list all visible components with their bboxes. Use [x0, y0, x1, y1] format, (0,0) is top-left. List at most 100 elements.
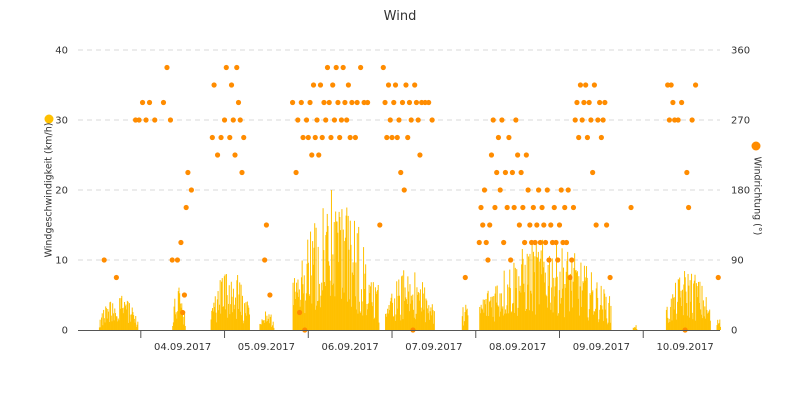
speed-bar	[234, 304, 236, 330]
speed-bar	[562, 267, 564, 330]
direction-point	[692, 82, 699, 88]
speed-bar	[604, 293, 606, 330]
speed-bar	[499, 293, 501, 330]
direction-point	[595, 117, 601, 123]
x-axis-ticks: 04.09.2017 05.09.2017 06.09.2017 07.09.2017…	[140, 330, 714, 353]
speed-bar	[536, 256, 538, 330]
speed-bar	[606, 324, 608, 330]
speed-bar	[342, 229, 344, 330]
speed-bar	[349, 299, 351, 330]
speed-bar	[500, 311, 502, 330]
speed-bar	[126, 300, 128, 330]
speed-bar	[300, 277, 302, 330]
speed-bar	[634, 327, 636, 330]
speed-bar	[308, 294, 310, 330]
speed-bar	[514, 267, 516, 330]
direction-point	[209, 134, 215, 141]
direction-point	[462, 274, 468, 281]
speed-bar	[231, 296, 233, 330]
x-tick-label: 05.09.2017	[238, 342, 295, 353]
direction-point	[335, 99, 341, 106]
direction-point	[338, 117, 345, 123]
speed-bar	[324, 286, 326, 330]
speed-bar	[364, 273, 366, 330]
speed-bar	[354, 296, 356, 330]
speed-bar	[296, 282, 298, 330]
direction-point	[309, 152, 315, 158]
speed-bar	[481, 308, 483, 330]
speed-bar	[544, 272, 546, 330]
grid-lines	[78, 49, 720, 261]
direction-point	[504, 204, 510, 211]
speed-bar	[564, 283, 566, 330]
speed-bar	[103, 318, 105, 330]
speed-bar	[510, 312, 512, 330]
speed-bar	[365, 315, 367, 330]
direction-point	[542, 239, 549, 246]
speed-bar	[212, 311, 214, 330]
direction-point	[305, 134, 311, 141]
speed-bar	[262, 320, 264, 330]
speed-bar	[463, 325, 465, 330]
speed-bar	[465, 310, 467, 330]
speed-bar	[131, 314, 133, 330]
speed-bar	[668, 318, 670, 330]
speed-bar	[539, 258, 541, 330]
speed-bar	[310, 231, 312, 330]
direction-point	[586, 99, 592, 106]
speed-bar	[326, 213, 328, 330]
direction-point	[569, 257, 575, 263]
speed-bar	[326, 231, 328, 330]
direction-point	[518, 169, 524, 176]
speed-bar	[466, 308, 468, 330]
speed-bar	[368, 284, 370, 330]
speed-bar	[586, 277, 588, 330]
speed-bar	[532, 251, 534, 330]
speed-bar	[293, 278, 295, 330]
speed-bar	[410, 295, 412, 330]
speed-bar	[376, 294, 378, 330]
speed-bar	[232, 312, 234, 330]
speed-bar	[692, 319, 694, 330]
speed-bar	[360, 313, 362, 330]
speed-bar	[328, 261, 330, 330]
speed-bar	[590, 272, 592, 330]
speed-bar	[304, 313, 306, 330]
speed-bar	[719, 319, 721, 330]
speed-bar	[393, 315, 395, 330]
speed-bar	[260, 324, 262, 330]
speed-bar	[498, 316, 500, 330]
speed-bar	[586, 266, 588, 330]
speed-bar	[410, 303, 412, 330]
speed-bar	[705, 318, 706, 330]
speed-bar	[353, 274, 355, 330]
speed-bar	[357, 313, 359, 330]
speed-bar	[225, 274, 227, 330]
speed-bar	[505, 309, 507, 330]
speed-bar	[526, 253, 528, 330]
speed-bar	[694, 274, 696, 330]
speed-bar	[545, 294, 547, 330]
speed-bar	[394, 298, 396, 330]
speed-bar	[609, 296, 611, 330]
direction-point	[337, 134, 343, 141]
speed-bar	[101, 317, 103, 330]
speed-bar	[331, 285, 333, 330]
direction-point	[289, 99, 296, 106]
speed-bar	[521, 264, 523, 330]
direction-point	[181, 292, 188, 298]
direction-point	[113, 274, 119, 281]
speed-bar	[345, 215, 347, 330]
speed-bar	[429, 319, 431, 330]
speed-bar	[530, 293, 532, 330]
speed-bar	[172, 325, 174, 330]
wind-direction-points	[101, 64, 721, 333]
speed-bar	[372, 282, 374, 330]
speed-bar	[687, 273, 689, 330]
speed-bar	[306, 263, 308, 330]
speed-bar	[103, 309, 105, 330]
direction-point	[553, 239, 559, 246]
direction-point	[312, 134, 318, 141]
speed-bar	[407, 276, 409, 330]
speed-bar	[489, 300, 491, 330]
